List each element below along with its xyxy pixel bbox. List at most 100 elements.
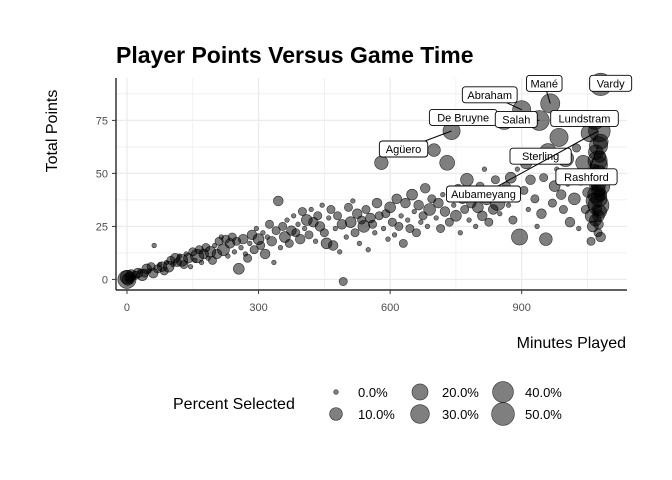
annotation-label: Vardy <box>597 78 625 90</box>
data-point <box>326 215 332 221</box>
chart-title: Player Points Versus Game Time <box>116 42 474 68</box>
data-point <box>534 223 540 229</box>
x-axis-title: Minutes Played <box>517 335 626 352</box>
data-point <box>405 224 415 233</box>
data-point <box>508 215 518 225</box>
data-point <box>312 238 319 244</box>
data-point <box>582 187 593 198</box>
legend-key <box>329 407 343 421</box>
data-points <box>117 72 613 289</box>
data-point <box>511 228 528 246</box>
data-point <box>484 217 494 227</box>
legend-key <box>492 381 514 403</box>
data-point <box>212 242 218 249</box>
data-point <box>338 277 348 286</box>
x-tick-label: 900 <box>513 302 531 314</box>
data-point <box>391 193 402 205</box>
data-point <box>368 219 378 229</box>
data-point <box>246 229 258 241</box>
annotation-label: Abraham <box>467 90 512 102</box>
y-tick-label: 50 <box>96 168 108 180</box>
data-point <box>297 207 307 216</box>
data-point <box>481 166 488 172</box>
data-point <box>591 204 602 215</box>
legend-key <box>491 402 515 426</box>
data-point <box>385 236 391 242</box>
data-point <box>398 238 408 248</box>
data-point <box>525 174 536 185</box>
data-point <box>356 240 363 246</box>
annotation-label: De Bruyne <box>437 112 489 124</box>
data-point <box>592 133 609 150</box>
data-point <box>284 217 290 223</box>
legend-title: Percent Selected <box>173 396 295 413</box>
data-point <box>333 211 342 221</box>
legend-item-label: 50.0% <box>525 407 562 422</box>
data-point <box>593 228 603 238</box>
data-point <box>332 225 338 232</box>
data-point <box>564 216 576 228</box>
annotation-box <box>446 185 521 203</box>
data-point <box>291 228 301 238</box>
data-point <box>490 175 500 185</box>
data-point <box>295 221 301 227</box>
point-annotations: Abraham Mané Vardy De Bruyne Salah Lundstram A… <box>378 74 633 203</box>
data-point <box>260 230 266 236</box>
data-point <box>365 247 371 253</box>
data-point <box>201 243 211 253</box>
data-point <box>411 208 417 215</box>
data-point <box>394 221 404 231</box>
data-point <box>572 143 581 153</box>
annotation-box <box>461 86 518 104</box>
data-point <box>519 185 529 195</box>
annotation-label: Mané <box>530 78 558 90</box>
data-point <box>457 230 463 236</box>
data-point <box>488 204 499 215</box>
data-point <box>381 209 391 219</box>
data-point <box>371 197 383 209</box>
data-point <box>593 187 607 202</box>
data-point <box>477 210 488 221</box>
data-point <box>586 236 596 246</box>
data-point <box>256 241 266 250</box>
legend-key <box>410 404 430 424</box>
data-point <box>238 245 244 251</box>
data-point <box>327 240 339 251</box>
data-point <box>187 264 194 270</box>
data-point <box>374 155 389 170</box>
data-point <box>568 192 581 206</box>
data-point <box>266 236 277 247</box>
data-point <box>337 249 343 255</box>
data-point <box>418 219 424 225</box>
data-point <box>231 249 238 255</box>
data-point <box>539 232 553 246</box>
annotation-label: Rashford <box>564 172 609 184</box>
data-point <box>357 215 367 225</box>
data-point <box>576 225 582 232</box>
data-point <box>344 202 353 212</box>
annotation-box <box>550 109 619 127</box>
data-point <box>505 202 512 208</box>
legend-key <box>333 389 339 395</box>
data-point <box>232 236 242 246</box>
data-point <box>450 210 462 222</box>
annotation-box <box>378 140 429 158</box>
legend-item-label: 20.0% <box>442 385 479 400</box>
data-point <box>427 143 441 157</box>
data-point <box>308 206 314 213</box>
data-point <box>170 261 176 268</box>
axis-ticks: 0 300 600 900 0 25 50 75 <box>96 115 531 314</box>
data-point <box>247 240 253 246</box>
data-point <box>420 183 431 194</box>
data-point <box>497 211 503 217</box>
data-point <box>466 217 472 223</box>
annotation-box <box>494 110 538 128</box>
data-point <box>233 263 245 275</box>
data-point <box>291 213 297 219</box>
data-point <box>249 245 259 255</box>
data-point <box>433 197 444 209</box>
data-point <box>423 203 436 216</box>
data-point <box>440 192 446 198</box>
data-point <box>273 195 284 207</box>
data-point <box>350 198 356 204</box>
